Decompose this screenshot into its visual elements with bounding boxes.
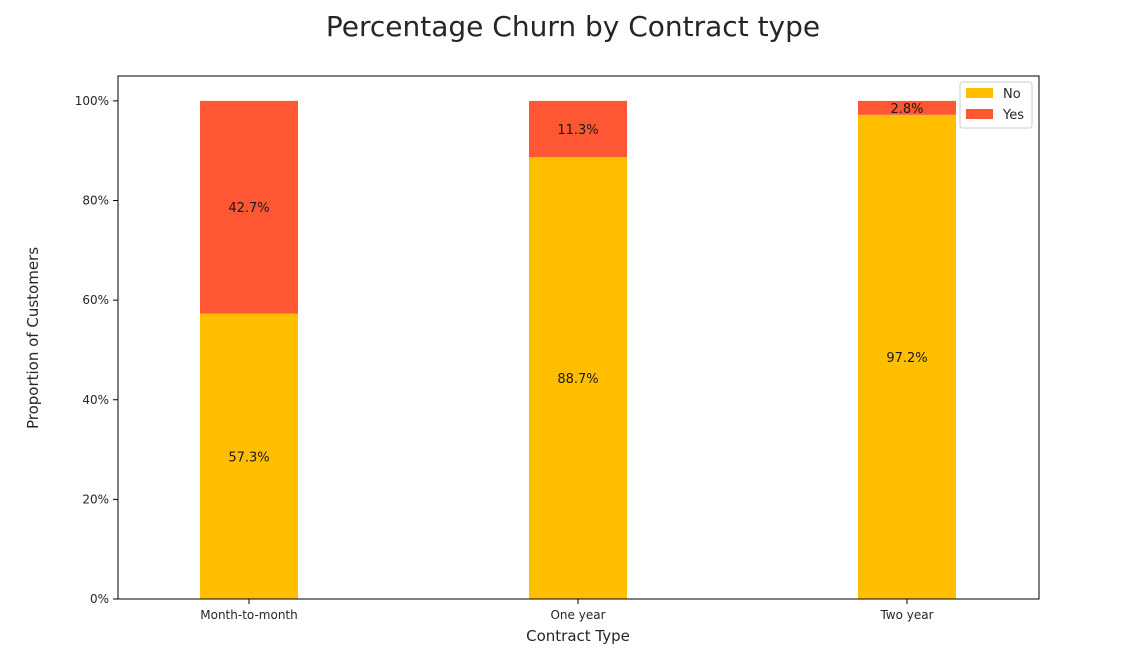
bar-label-no-2: 88.7% xyxy=(557,372,598,387)
x-tick-label: Month-to-month xyxy=(200,608,298,622)
bar-yes-3 xyxy=(858,100,956,115)
bar-label-no-3: 97.2% xyxy=(886,351,927,366)
y-tick-label: 20% xyxy=(82,492,109,506)
x-axis: Month-to-month One year Two year xyxy=(200,599,934,622)
bar-label-no-1: 57.3% xyxy=(228,450,269,465)
y-tick-label: 0% xyxy=(90,592,109,606)
legend-swatch-no xyxy=(966,88,993,98)
y-tick-label: 60% xyxy=(82,293,109,307)
x-tick-label: Two year xyxy=(879,608,933,622)
y-tick-label: 40% xyxy=(82,393,109,407)
bar-no-2 xyxy=(529,157,627,600)
legend: No Yes xyxy=(959,81,1033,129)
bar-yes-1 xyxy=(200,100,298,314)
y-tick-label: 100% xyxy=(75,94,109,108)
y-tick-label: 80% xyxy=(82,194,109,208)
legend-swatch-yes xyxy=(966,109,993,119)
bar-yes-2 xyxy=(529,100,627,158)
y-axis-label: Proportion of Customers xyxy=(24,247,42,429)
y-axis: 0% 20% 40% 60% 80% 100% xyxy=(75,94,118,606)
bar-labels-layer: 57.3% 42.7% 88.7% 11.3% 97.2% 2.8% xyxy=(228,102,927,465)
x-tick-label: One year xyxy=(550,608,605,622)
bar-label-yes-3: 2.8% xyxy=(890,102,923,117)
bar-label-yes-2: 11.3% xyxy=(557,123,598,138)
x-axis-label: Contract Type xyxy=(526,627,630,645)
bar-no-1 xyxy=(200,313,298,599)
legend-label-no: No xyxy=(1003,87,1021,102)
plot-frame xyxy=(117,75,1040,600)
chart-title: Percentage Churn by Contract type xyxy=(326,10,820,43)
legend-label-yes: Yes xyxy=(1002,108,1024,123)
bar-label-yes-1: 42.7% xyxy=(228,201,269,216)
bar-no-3 xyxy=(858,114,956,599)
bars-layer xyxy=(200,100,956,600)
